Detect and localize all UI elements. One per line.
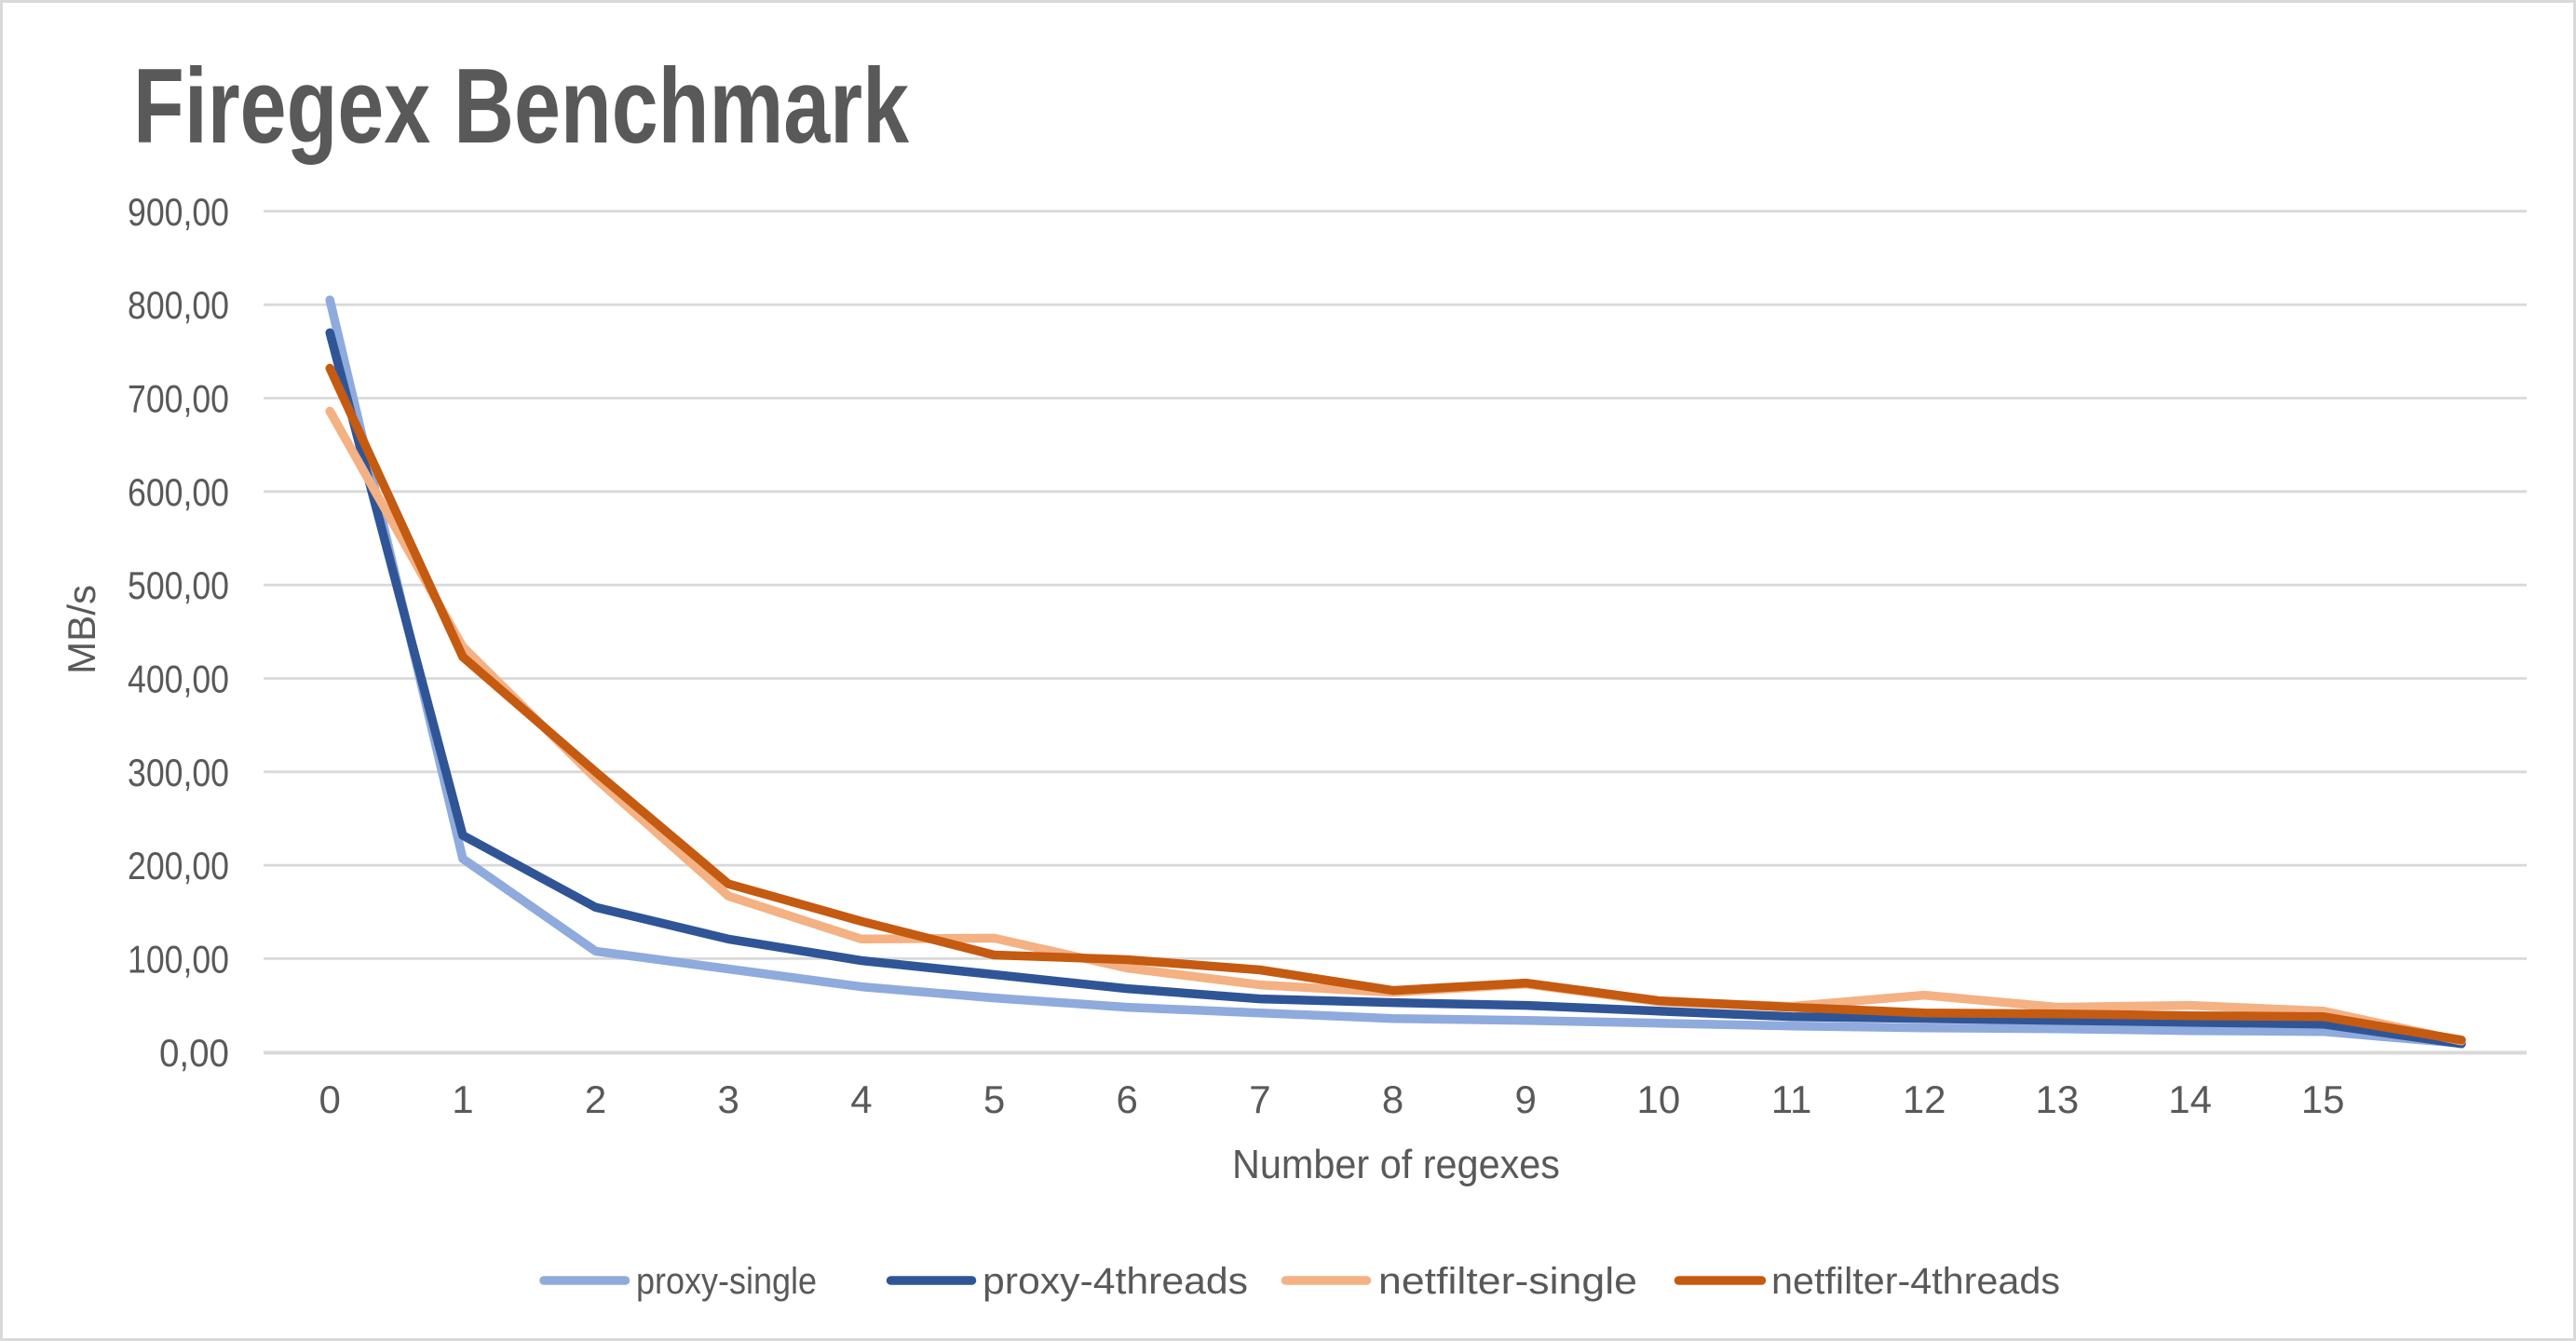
svg-text:14: 14 <box>2168 1077 2212 1121</box>
svg-text:8: 8 <box>1382 1077 1403 1121</box>
svg-text:11: 11 <box>1771 1077 1812 1121</box>
svg-text:proxy-4threads: proxy-4threads <box>983 1261 1248 1302</box>
svg-text:2: 2 <box>585 1077 606 1121</box>
svg-text:15: 15 <box>2301 1077 2345 1121</box>
svg-text:600,00: 600,00 <box>128 470 229 514</box>
svg-text:800,00: 800,00 <box>128 283 229 327</box>
svg-text:200,00: 200,00 <box>128 844 229 887</box>
svg-text:700,00: 700,00 <box>128 377 229 421</box>
svg-text:400,00: 400,00 <box>128 657 229 701</box>
svg-text:Number of regexes: Number of regexes <box>1232 1142 1560 1187</box>
svg-text:netfilter-4threads: netfilter-4threads <box>1771 1261 2060 1302</box>
svg-text:1: 1 <box>452 1077 473 1121</box>
svg-text:500,00: 500,00 <box>128 563 229 607</box>
svg-text:13: 13 <box>2036 1077 2080 1121</box>
svg-text:100,00: 100,00 <box>128 937 229 981</box>
svg-text:Firegex Benchmark: Firegex Benchmark <box>133 47 909 166</box>
svg-text:proxy-single: proxy-single <box>636 1261 817 1302</box>
svg-text:300,00: 300,00 <box>128 751 229 794</box>
svg-text:12: 12 <box>1903 1077 1946 1121</box>
svg-text:7: 7 <box>1249 1077 1270 1121</box>
svg-text:10: 10 <box>1637 1077 1681 1121</box>
svg-text:5: 5 <box>983 1077 1005 1121</box>
svg-text:0: 0 <box>319 1077 341 1121</box>
svg-text:MB/s: MB/s <box>60 585 103 674</box>
svg-text:6: 6 <box>1117 1077 1138 1121</box>
svg-text:0,00: 0,00 <box>159 1031 229 1075</box>
svg-text:4: 4 <box>850 1077 872 1121</box>
svg-text:netfilter-single: netfilter-single <box>1378 1261 1637 1302</box>
svg-text:900,00: 900,00 <box>128 190 229 234</box>
svg-text:3: 3 <box>718 1077 739 1121</box>
svg-text:9: 9 <box>1515 1077 1537 1121</box>
